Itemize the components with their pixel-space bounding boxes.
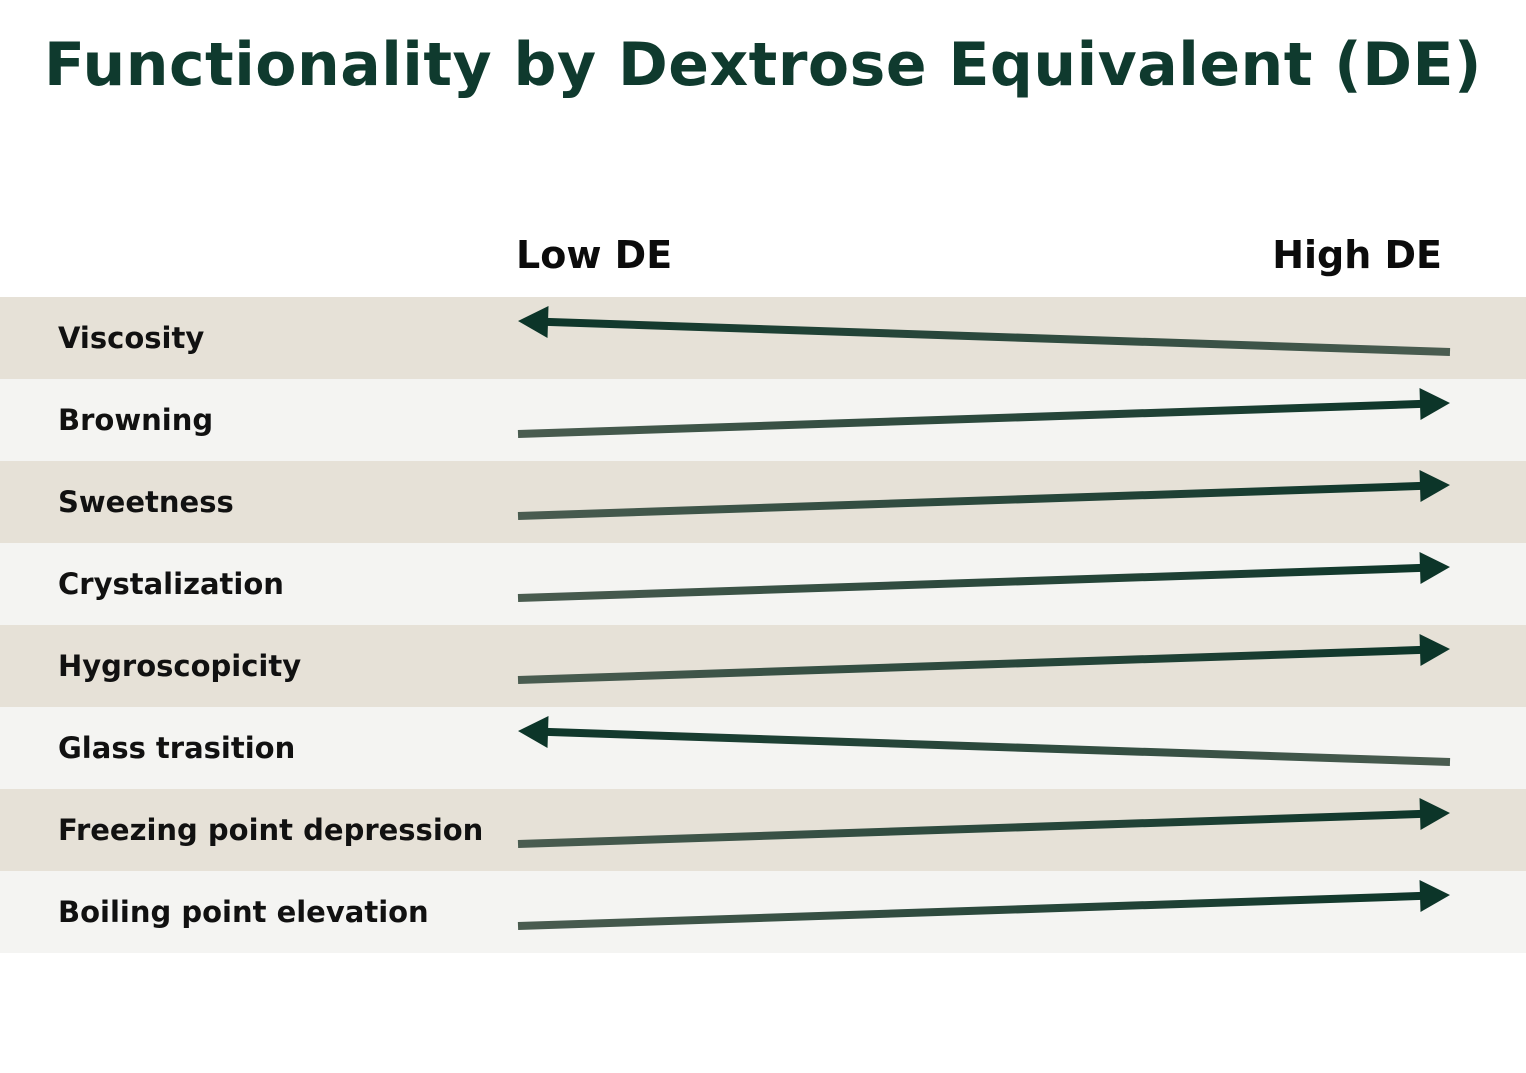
- row-boiling-point-elevation: Boiling point elevation: [0, 871, 1526, 953]
- row-label: Browning: [58, 403, 214, 437]
- row-crystalization: Crystalization: [0, 543, 1526, 625]
- row-label: Viscosity: [58, 321, 205, 355]
- row-label: Hygroscopicity: [58, 649, 302, 683]
- row-hygroscopicity: Hygroscopicity: [0, 625, 1526, 707]
- row-label: Sweetness: [58, 485, 234, 519]
- row-label: Glass trasition: [58, 731, 296, 765]
- row-glass-transition: Glass trasition: [0, 707, 1526, 789]
- row-label: Freezing point depression: [58, 813, 484, 847]
- row-freezing-point-depression: Freezing point depression: [0, 789, 1526, 871]
- functionality-rows: Viscosity Browning Sweetness Crystalizat…: [0, 297, 1526, 953]
- row-label: Boiling point elevation: [58, 895, 429, 929]
- diagram-title: Functionality by Dextrose Equivalent (DE…: [44, 30, 1482, 100]
- row-sweetness: Sweetness: [0, 461, 1526, 543]
- high-de-label: High DE: [1272, 233, 1442, 277]
- row-label: Crystalization: [58, 567, 284, 601]
- row-browning: Browning: [0, 379, 1526, 461]
- low-de-label: Low DE: [516, 233, 673, 277]
- row-viscosity: Viscosity: [0, 297, 1526, 379]
